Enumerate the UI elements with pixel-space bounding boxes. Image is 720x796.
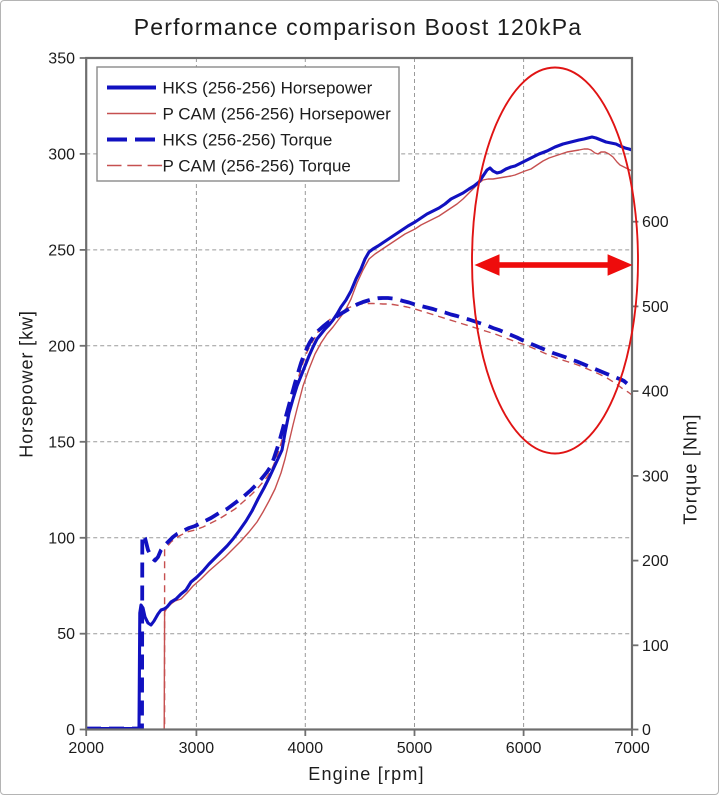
svg-text:Horsepower [kw]: Horsepower [kw] [17,310,37,458]
svg-text:4000: 4000 [288,740,324,757]
svg-text:Torque [Nm]: Torque [Nm] [681,413,701,524]
svg-text:150: 150 [48,434,75,451]
svg-text:300: 300 [642,468,669,485]
svg-text:350: 350 [48,51,75,68]
svg-text:400: 400 [642,384,669,401]
svg-text:P CAM (256-256) Horsepower: P CAM (256-256) Horsepower [163,105,392,124]
svg-text:Performance comparison Boost 1: Performance comparison Boost 120kPa [134,14,583,40]
svg-text:600: 600 [642,214,669,231]
svg-text:P CAM (256-256) Torque: P CAM (256-256) Torque [163,157,351,176]
svg-text:50: 50 [57,626,75,643]
svg-text:500: 500 [642,299,669,316]
svg-text:6000: 6000 [506,740,542,757]
svg-text:0: 0 [66,722,75,739]
svg-text:0: 0 [642,722,651,739]
svg-text:Engine [rpm]: Engine [rpm] [308,764,424,784]
svg-text:3000: 3000 [179,740,215,757]
svg-text:7000: 7000 [614,740,650,757]
svg-text:200: 200 [48,338,75,355]
svg-text:250: 250 [48,242,75,259]
svg-text:HKS (256-256) Horsepower: HKS (256-256) Horsepower [163,79,373,98]
svg-text:2000: 2000 [68,740,104,757]
svg-text:5000: 5000 [397,740,433,757]
svg-text:300: 300 [48,146,75,163]
svg-text:100: 100 [642,638,669,655]
svg-text:200: 200 [642,553,669,570]
svg-text:HKS (256-256) Torque: HKS (256-256) Torque [163,131,333,150]
svg-text:100: 100 [48,530,75,547]
